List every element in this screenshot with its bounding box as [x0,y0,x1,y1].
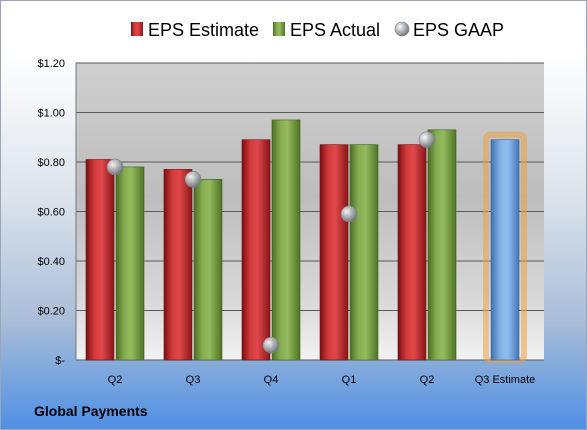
eps-actual-bar [115,166,145,361]
x-tick-label: Q3 [186,374,201,386]
eps-gaap-marker [106,158,124,176]
y-tick-label: $0.80 [37,157,65,169]
legend-label: EPS Actual [290,20,380,40]
x-tick-label: Q2 [108,374,123,386]
eps-estimate-bar [163,169,193,361]
y-tick-label: $0.20 [37,306,65,318]
eps-gaap-marker [418,131,436,149]
eps-actual-bar [271,119,301,361]
legend-actual-swatch [273,22,285,36]
x-tick-label: Q3 Estimate [475,374,536,386]
y-tick-label: $- [55,355,65,367]
legend-label: EPS GAAP [413,20,504,40]
legend-gaap-swatch [394,21,410,37]
x-tick-label: Q4 [264,374,279,386]
eps-estimate-bar [397,144,427,361]
bar-series [85,119,527,363]
eps-estimate-q3-bar [490,139,520,361]
gridlines [75,62,544,361]
eps-actual-bar [349,144,379,361]
y-tick-label: $0.40 [37,256,65,268]
eps-estimate-bar [85,159,115,361]
eps-estimate-bar [319,144,349,361]
eps-actual-bar [427,129,457,361]
eps-actual-bar [193,179,223,361]
eps-gaap-marker [262,336,280,354]
y-tick-label: $1.20 [37,58,65,70]
gaap-markers [106,131,436,354]
legend-label: EPS Estimate [148,20,259,40]
legend-estimate-swatch [131,22,143,36]
y-tick-label: $1.00 [37,108,65,120]
company-name: Global Payments [34,403,148,419]
eps-gaap-marker [184,171,202,188]
y-tick-label: $0.60 [37,207,65,219]
y-axis-labels: $- $0.20 $0.40 $0.60 $0.80 $1.00 $1.20 [37,58,65,367]
x-axis-labels: Q2 Q3 Q4 Q1 Q2 Q3 Estimate [108,374,536,386]
chart-legend: EPS Estimate EPS Actual EPS GAAP [131,20,504,40]
eps-gaap-marker [340,205,358,223]
eps-estimate-bar [241,139,271,361]
x-tick-label: Q1 [342,374,357,386]
x-tick-label: Q2 [420,374,435,386]
